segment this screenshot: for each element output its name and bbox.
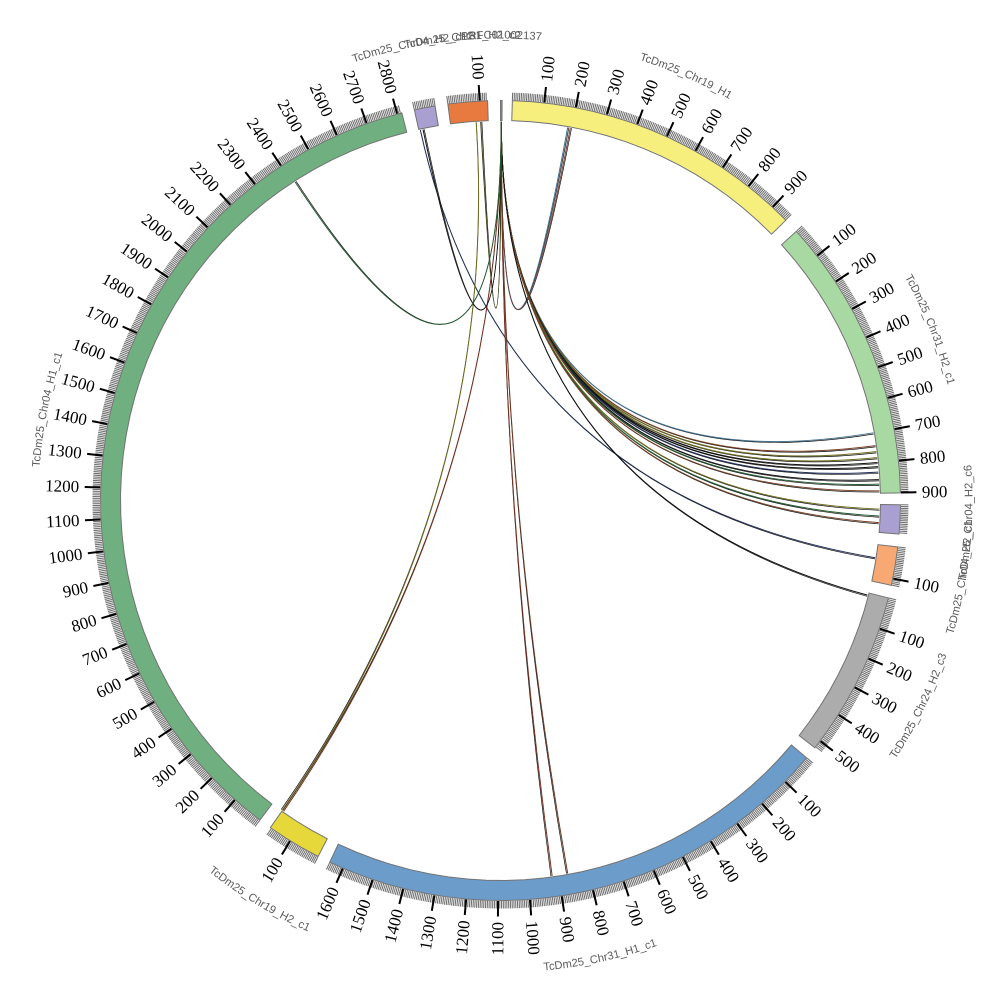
svg-text:1000: 1000 <box>522 920 543 955</box>
svg-text:100: 100 <box>468 54 488 80</box>
svg-text:1200: 1200 <box>452 920 474 956</box>
svg-text:100: 100 <box>912 573 941 597</box>
svg-text:200: 200 <box>570 60 593 89</box>
svg-text:100: 100 <box>537 55 559 82</box>
svg-text:900: 900 <box>922 482 948 502</box>
svg-text:700: 700 <box>914 411 942 434</box>
svg-text:1100: 1100 <box>488 922 507 955</box>
svg-text:900: 900 <box>61 578 90 602</box>
svg-text:1300: 1300 <box>47 440 83 463</box>
svg-text:1100: 1100 <box>46 511 80 532</box>
svg-text:1000: 1000 <box>47 545 83 568</box>
svg-text:1200: 1200 <box>45 476 80 496</box>
svg-text:900: 900 <box>556 916 579 944</box>
svg-text:800: 800 <box>919 447 946 468</box>
svg-text:PRFC01002137: PRFC01002137 <box>461 30 543 44</box>
